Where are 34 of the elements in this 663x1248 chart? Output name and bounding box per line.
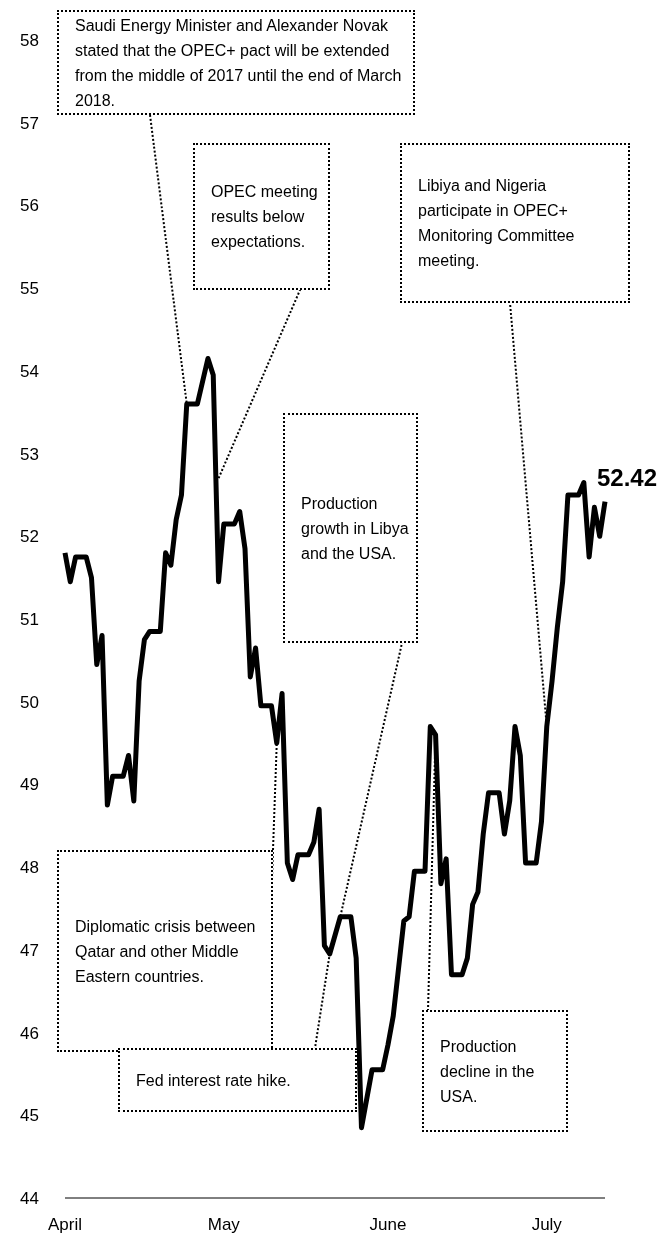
annotation: Fed interest rate hike. [136, 1070, 291, 1091]
y-tick-label: 46 [20, 1023, 39, 1043]
annotation: Production growth in Libya and the USA. [301, 493, 410, 564]
y-tick-label: 44 [20, 1189, 39, 1209]
annotation: OPEC meeting results below expectations. [211, 182, 319, 252]
annotation: Production decline in the USA. [440, 1036, 536, 1107]
annotation: Libiya and Nigeria participate in OPEC+ Monitoring Committee meeting. [418, 176, 576, 271]
y-tick-label: 52 [20, 527, 39, 547]
y-tick-label: 49 [20, 775, 39, 795]
y-tick-label: 50 [20, 692, 39, 712]
annotation: Saudi Energy Minister and Alexander Novak stated that the OPEC+ pact will be extended from the middle of 2017 until the end of March 2018. [75, 15, 403, 111]
y-tick-label: 58 [20, 31, 39, 51]
callout-box: Fed interest rate hike. [118, 1048, 357, 1112]
x-tick-label: May [207, 1215, 241, 1235]
x-tick-label: April [47, 1215, 83, 1235]
x-tick-label: June [369, 1215, 407, 1235]
callout-box: Libiya and Nigeria participate in OPEC+ Monitoring Committee meeting. [400, 143, 630, 303]
y-tick-label: 54 [20, 361, 39, 381]
y-tick-label: 48 [20, 858, 39, 878]
callout-box: Production decline in the USA. [422, 1010, 568, 1132]
y-tick-label: 56 [20, 196, 39, 216]
y-tick-label: 45 [20, 1106, 39, 1126]
y-tick-label: 55 [20, 279, 39, 299]
y-tick-label: 47 [20, 940, 39, 960]
callout-box: Production growth in Libya and the USA. [283, 413, 418, 643]
callout-box: Diplomatic crisis between Qatar and other Middle Eastern countries. [57, 850, 273, 1052]
callout-box: Saudi Energy Minister and Alexander Novak stated that the OPEC+ pact will be extended from the middle of 2017 until the end of March 2018. [57, 10, 415, 115]
y-tick-label: 57 [20, 113, 39, 133]
annotation: Diplomatic crisis between Qatar and other Middle Eastern countries. [75, 916, 257, 987]
y-tick-label: 51 [20, 610, 39, 630]
callout-box: OPEC meeting results below expectations. [193, 143, 330, 290]
y-tick-label: 53 [20, 444, 39, 464]
x-tick-label: July [531, 1215, 563, 1235]
annotation: 52.42 [597, 463, 658, 491]
